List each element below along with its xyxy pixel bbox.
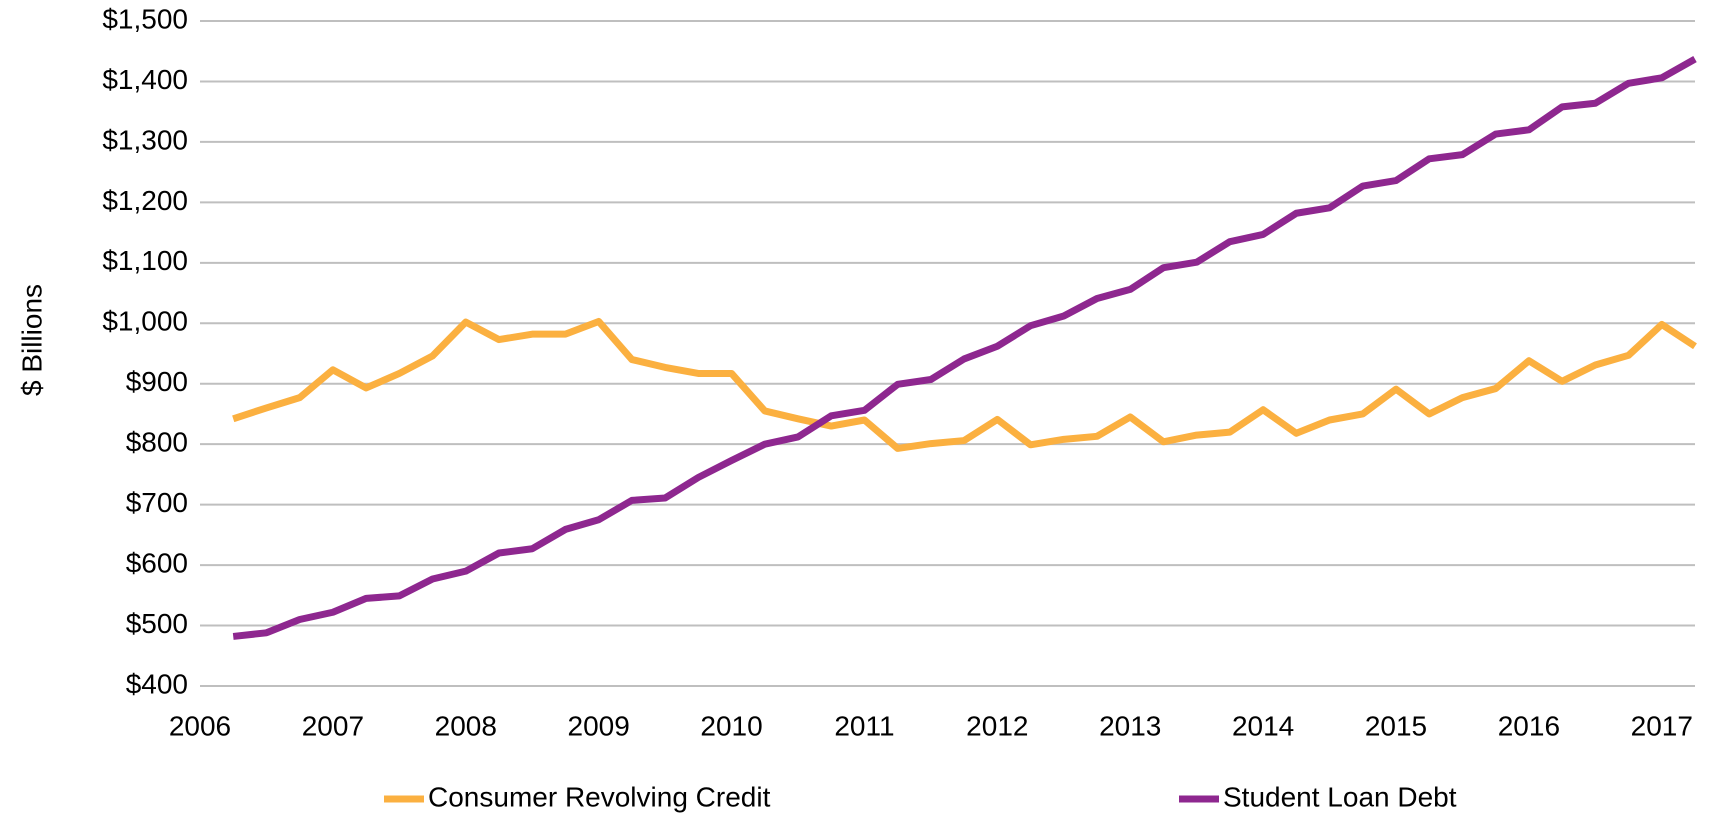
y-tick-label: $800 (126, 427, 188, 458)
y-tick-label: $1,400 (102, 64, 188, 95)
series-line (232, 56, 1697, 640)
y-tick-label: $1,000 (102, 306, 188, 337)
x-tick-label: 2016 (1498, 710, 1560, 741)
x-tick-label: 2011 (834, 710, 894, 741)
y-tick-label: $900 (126, 366, 188, 397)
x-tick-label: 2013 (1099, 710, 1161, 741)
x-tick-label: 2017 (1631, 710, 1693, 741)
y-tick-label: $700 (126, 487, 188, 518)
y-axis-label: $ Billions (16, 284, 47, 396)
y-tick-label: $1,500 (102, 3, 188, 34)
x-tick-label: 2006 (169, 710, 231, 741)
y-tick-label: $600 (126, 547, 188, 578)
y-tick-label: $400 (126, 668, 188, 699)
x-tick-label: 2015 (1365, 710, 1427, 741)
x-tick-label: 2009 (568, 710, 630, 741)
x-tick-label: 2007 (302, 710, 364, 741)
legend-label: Consumer Revolving Credit (428, 781, 771, 812)
y-tick-label: $500 (126, 608, 188, 639)
y-tick-label: $1,200 (102, 185, 188, 216)
series-line (232, 317, 1697, 452)
legend-label: Student Loan Debt (1223, 781, 1457, 812)
x-tick-label: 2012 (966, 710, 1028, 741)
x-tick-label: 2014 (1232, 710, 1294, 741)
y-tick-label: $1,300 (102, 124, 188, 155)
y-tick-label: $1,100 (102, 245, 188, 276)
x-tick-label: 2010 (700, 710, 762, 741)
x-tick-label: 2008 (435, 710, 497, 741)
